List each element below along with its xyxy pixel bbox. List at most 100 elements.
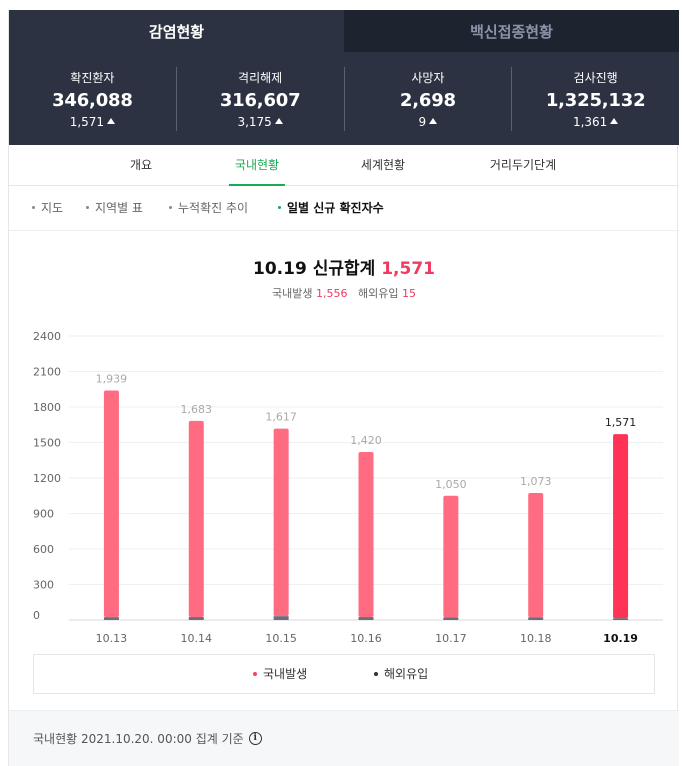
data-label: 1,420 (350, 434, 382, 447)
data-label: 1,683 (181, 403, 213, 416)
stat-delta: 9 (419, 115, 438, 129)
y-tick-label: 1200 (33, 472, 61, 485)
bar-domestic (188, 420, 204, 618)
footer-label: 국내현황 2021.10.20. 00:00 집계 기준 (33, 732, 244, 746)
footer-text: 국내현황 2021.10.20. 00:00 집계 기준 i (33, 711, 262, 766)
stat-testing: 검사진행 1,325,132 1,361 (512, 67, 679, 131)
bar-overseas (188, 617, 204, 620)
stat-value: 316,607 (219, 89, 301, 111)
bullet-icon (278, 206, 281, 209)
stat-delta-value: 1,361 (572, 114, 608, 129)
chip-label: 누적확진 추이 (178, 201, 249, 215)
view-filter-bar: 지도 지역별 표 누적확진 추이 일별 신규 확진자수 (9, 186, 679, 231)
overseas-value: 15 (401, 287, 416, 300)
legend-dot (253, 671, 257, 676)
bar-domestic (103, 390, 119, 618)
stat-label: 확진환자 (70, 70, 115, 85)
bullet-icon (169, 206, 172, 209)
legend-overseas[interactable]: 해외유입 (374, 655, 428, 693)
bar-overseas (528, 617, 544, 620)
daily-cases-bar-chart: 0 300 600 900 1200 1500 1800 2100 2400 1,939 10.13… (33, 330, 663, 645)
bar-domestic (443, 495, 459, 618)
chip-label: 지도 (41, 201, 64, 215)
data-label: 1,073 (520, 475, 552, 488)
chart-subtitle: 국내발생 1,556 해외유입 15 (9, 285, 679, 301)
x-tick-label: 10.14 (181, 632, 213, 645)
stats-bar: 확진환자 346,088 1,571 격리해제 316,607 3,175 사망… (9, 52, 679, 145)
triangle-up-icon (107, 118, 116, 124)
legend-dot (374, 671, 378, 676)
domestic-label: 국내발생 (272, 287, 313, 300)
tab-vaccination-status[interactable]: 백신접종현황 (344, 10, 679, 52)
y-tick-label: 600 (33, 543, 54, 556)
overseas-label: 해외유입 (358, 287, 399, 300)
x-tick-label: 10.17 (435, 632, 467, 645)
tab-distancing-level[interactable]: 거리두기단계 (489, 158, 557, 172)
stat-label: 사망자 (411, 70, 445, 85)
bar-overseas (613, 618, 629, 620)
stat-value: 2,698 (399, 89, 456, 111)
y-tick-label: 2400 (33, 330, 61, 343)
x-tick-label: 10.16 (350, 632, 382, 645)
triangle-up-icon (274, 118, 283, 124)
tab-infection-status[interactable]: 감염현황 (9, 10, 344, 52)
y-tick-label: 2100 (33, 366, 61, 379)
stat-value: 1,325,132 (545, 89, 646, 111)
chip-daily-new-cases[interactable]: 일별 신규 확진자수 (278, 186, 384, 231)
stat-delta: 3,175 (237, 114, 283, 129)
tab-overview[interactable]: 개요 (129, 158, 153, 172)
chip-label: 일별 신규 확진자수 (287, 201, 384, 215)
stat-released: 격리해제 316,607 3,175 (177, 66, 345, 131)
triangle-up-icon (429, 118, 438, 124)
bar-overseas (443, 617, 459, 620)
info-icon[interactable]: i (248, 732, 262, 745)
stat-value: 346,088 (52, 89, 133, 111)
y-tick-label: 0 (33, 609, 40, 622)
chip-label: 지역별 표 (95, 201, 143, 215)
legend-label: 국내발생 (263, 667, 308, 681)
sub-tab-bar: 개요 국내현황 세계현황 거리두기단계 (9, 145, 679, 186)
bullet-icon (32, 206, 35, 209)
bullet-icon (86, 206, 89, 209)
bar-domestic (358, 451, 374, 618)
domestic-value: 1,556 (316, 287, 348, 300)
bar-overseas (103, 617, 119, 620)
tab-domestic[interactable]: 국내현황 (228, 145, 286, 186)
x-tick-label: 10.15 (265, 632, 297, 645)
legend-label: 해외유입 (384, 667, 429, 681)
chip-cumulative-trend[interactable]: 누적확진 추이 (169, 186, 248, 231)
data-label: 1,939 (96, 373, 128, 386)
chart-legend: 국내발생 해외유입 (33, 654, 655, 694)
summary-total: 1,571 (381, 259, 435, 279)
bar-overseas (358, 617, 374, 620)
footer: 국내현황 2021.10.20. 00:00 집계 기준 i (9, 710, 679, 766)
stat-confirmed: 확진환자 346,088 1,571 (9, 66, 177, 131)
y-tick-label: 1800 (33, 401, 61, 414)
data-label: 1,571 (605, 416, 637, 429)
data-label: 1,050 (435, 478, 467, 491)
data-label: 1,617 (265, 411, 297, 424)
stat-delta-value: 9 (418, 114, 427, 129)
stat-deaths: 사망자 2,698 9 (345, 66, 513, 131)
stat-delta-value: 3,175 (237, 114, 272, 129)
bar-domestic (273, 428, 289, 617)
chip-region-table[interactable]: 지역별 표 (86, 186, 143, 231)
summary-date: 10.19 (253, 259, 307, 279)
bar-domestic (613, 434, 629, 619)
stat-delta: 1,361 (572, 114, 619, 129)
tab-world[interactable]: 세계현황 (360, 158, 406, 172)
chart-title: 10.19 신규합계 1,571 (9, 254, 679, 279)
y-tick-label: 300 (33, 579, 54, 592)
chip-map[interactable]: 지도 (32, 186, 63, 231)
y-tick-label: 900 (33, 508, 54, 521)
summary-title: 신규합계 (312, 259, 376, 279)
x-tick-label: 10.13 (96, 632, 128, 645)
bar-domestic (528, 493, 544, 618)
stat-label: 격리해제 (238, 70, 283, 85)
bar-overseas (273, 616, 289, 620)
legend-domestic[interactable]: 국내발생 (253, 655, 307, 693)
y-tick-label: 1500 (33, 437, 61, 450)
stat-delta-value: 1,571 (69, 114, 105, 129)
x-tick-label: 10.19 (603, 632, 638, 645)
stat-label: 검사진행 (573, 70, 618, 85)
